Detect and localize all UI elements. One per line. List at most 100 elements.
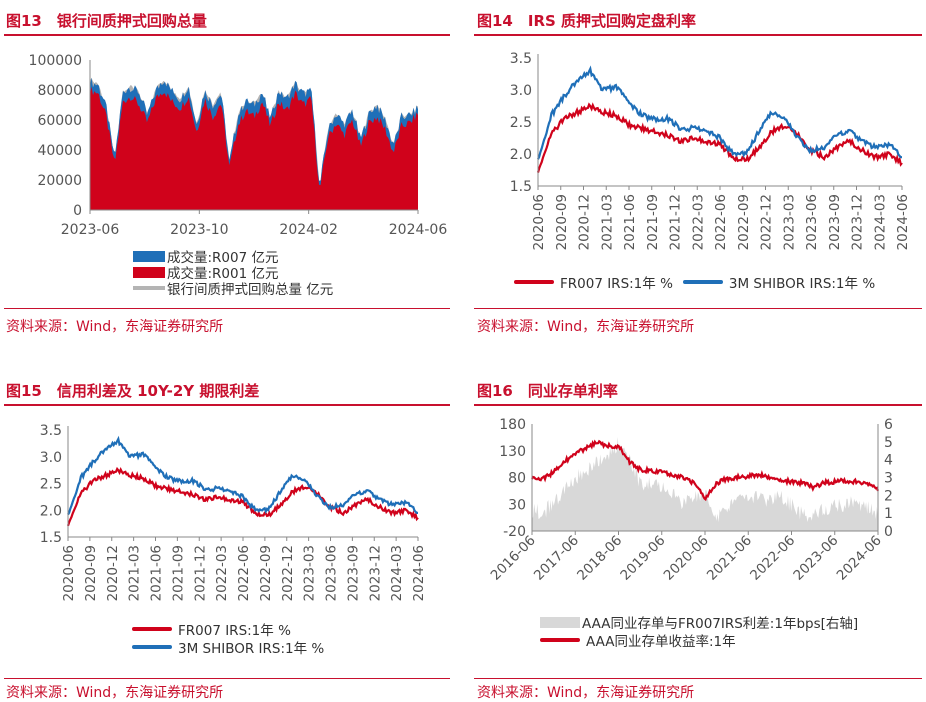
legend-swatch-fr007 <box>514 280 554 284</box>
x-tick-label: 2024-03 <box>872 194 888 250</box>
x-tick-label: 2021-06 <box>704 533 755 584</box>
source-15: 资料来源：Wind，东海证券研究所 <box>6 685 224 701</box>
y-tick-label: 3.5 <box>40 423 62 439</box>
y-tick-label: 2.0 <box>510 147 532 163</box>
x-tick-label: 2022-06 <box>747 533 798 584</box>
x-tick-label: 2023-06 <box>804 194 820 250</box>
x-tick-label: 2023-12 <box>367 545 383 601</box>
title-rule-13 <box>4 34 450 36</box>
shibor-line <box>67 435 418 516</box>
chart-15: 1.5 2.0 2.5 3.0 3.5 2020-06 2020-09 2020-12 2021… <box>40 423 427 601</box>
chart-title-15: 图15 信用利差及 10Y-2Y 期限利差 <box>6 382 260 400</box>
y2-tick-label: 4 <box>884 453 893 469</box>
title-rule-16 <box>474 404 922 406</box>
x-tick-label: 2022-09 <box>258 545 274 601</box>
x-tick-label: 2022-12 <box>280 545 296 601</box>
chart-title-13: 图13 银行间质押式回购总量 <box>6 12 207 30</box>
legend-item-total: 银行间质押式回购总量 亿元 <box>133 280 333 298</box>
x-tick-label: 2024-06 <box>411 545 427 601</box>
legend-item-shibor-15: 3M SHIBOR IRS:1年 % <box>132 639 324 657</box>
x-tick-label: 2022-06 <box>713 194 729 250</box>
x-tick-label: 2024-02 <box>279 222 338 238</box>
x-tick-label: 2021-03 <box>599 194 615 250</box>
x-tick-label: 2023-06 <box>61 222 120 238</box>
x-tick-label: 2022-03 <box>690 194 706 250</box>
x-tick-label: 2024-06 <box>834 533 885 584</box>
shibor-line <box>537 65 902 160</box>
y-tick-label: 3.5 <box>510 51 532 67</box>
legend-16: AAA同业存单与FR007IRS利差:1年bps[右轴] AAA同业存单收益率:… <box>540 614 858 650</box>
x-tick-label: 2023-10 <box>170 222 229 238</box>
x-tick-label: 2023-09 <box>345 545 361 601</box>
legend-13: 成交量:R007 亿元 成交量:R001 亿元 银行间质押式回购总量 亿元 <box>133 248 333 298</box>
source-rule-14 <box>474 308 922 309</box>
y-tick-label: 30 <box>508 497 526 513</box>
x-tick-label: 2020-09 <box>554 194 570 250</box>
x-tick-label: 2020-12 <box>105 545 121 601</box>
legend-item-shibor: 3M SHIBOR IRS:1年 % <box>728 276 876 292</box>
y-tick-label: 130 <box>499 444 526 460</box>
y-tick-label: 2.5 <box>40 477 62 493</box>
x-tick-label: 2021-06 <box>149 545 165 601</box>
y-tick-label: 60000 <box>37 113 82 129</box>
y-tick-label: 3.0 <box>510 83 532 99</box>
legend-14: FR007 IRS:1年 % 3M SHIBOR IRS:1年 % <box>514 272 875 292</box>
y-tick-label: -20 <box>503 524 526 540</box>
y-tick-label: 0 <box>73 203 82 219</box>
x-tick-label: 2023-12 <box>850 194 866 250</box>
x-tick-label: 2023-03 <box>781 194 797 250</box>
y2-tick-label: 0 <box>884 524 893 540</box>
legend-item-fr007: FR007 IRS:1年 % <box>560 276 673 292</box>
x-tick-label: 2024-06 <box>389 222 448 238</box>
x-tick-label: 2016-06 <box>488 533 539 584</box>
y2-tick-label: 6 <box>884 417 893 433</box>
ncd-yield-line <box>531 439 880 502</box>
y-tick-label: 2.5 <box>510 115 532 131</box>
chart-title-16: 图16 同业存单利率 <box>477 382 618 400</box>
x-tick-label: 2024-06 <box>895 194 911 250</box>
y-tick-label: 100000 <box>29 53 82 69</box>
y2-tick-label: 1 <box>884 506 893 522</box>
x-tick-label: 2018-06 <box>574 533 625 584</box>
legend-swatch-shibor <box>682 280 723 284</box>
r001-area <box>90 86 418 210</box>
x-tick-label: 2023-06 <box>324 545 340 601</box>
legend-item-ncd: AAA同业存单收益率:1年 <box>540 632 858 650</box>
y-tick-label: 20000 <box>37 173 82 189</box>
chart-16: -20308013018001234562016-062017-062018-0… <box>488 417 893 584</box>
legend-15: FR007 IRS:1年 % 3M SHIBOR IRS:1年 % <box>132 621 324 657</box>
y-tick-label: 3.0 <box>40 450 62 466</box>
x-tick-label: 2017-06 <box>531 533 582 584</box>
x-tick-label: 2023-03 <box>302 545 318 601</box>
y2-tick-label: 5 <box>884 435 893 451</box>
source-16: 资料来源：Wind，东海证券研究所 <box>477 685 695 701</box>
x-tick-label: 2023-09 <box>827 194 843 250</box>
y-tick-label: 180 <box>499 417 526 433</box>
x-tick-label: 2021-03 <box>127 545 143 601</box>
source-rule-15 <box>4 678 450 679</box>
x-tick-label: 2020-06 <box>61 545 77 601</box>
x-tick-label: 2021-12 <box>668 194 684 250</box>
source-rule-13 <box>4 308 450 309</box>
x-tick-label: 2021-09 <box>645 194 661 250</box>
legend-item-spread: AAA同业存单与FR007IRS利差:1年bps[右轴] <box>540 614 858 632</box>
x-tick-label: 2020-09 <box>83 545 99 601</box>
x-tick-label: 2022-12 <box>759 194 775 250</box>
x-tick-label: 2020-12 <box>577 194 593 250</box>
title-rule-15 <box>4 404 450 406</box>
x-tick-label: 2022-06 <box>236 545 252 601</box>
y2-tick-label: 2 <box>884 488 893 504</box>
x-tick-label: 2019-06 <box>617 533 668 584</box>
legend-item-r007: 成交量:R007 亿元 <box>133 248 333 266</box>
x-tick-label: 2024-03 <box>389 545 405 601</box>
y-tick-label: 80000 <box>37 83 82 99</box>
source-13: 资料来源：Wind，东海证券研究所 <box>6 319 224 335</box>
chart-13: 0 20000 40000 60000 80000 100000 2023-06 2023-1… <box>29 53 448 238</box>
spread-area <box>532 437 878 531</box>
fr007-line <box>66 466 419 527</box>
y-tick-label: 40000 <box>37 143 82 159</box>
x-tick-label: 2021-09 <box>170 545 186 601</box>
x-tick-label: 2022-03 <box>214 545 230 601</box>
chart-title-14: 图14 IRS 质押式回购定盘利率 <box>477 12 697 30</box>
title-rule-14 <box>474 34 922 36</box>
